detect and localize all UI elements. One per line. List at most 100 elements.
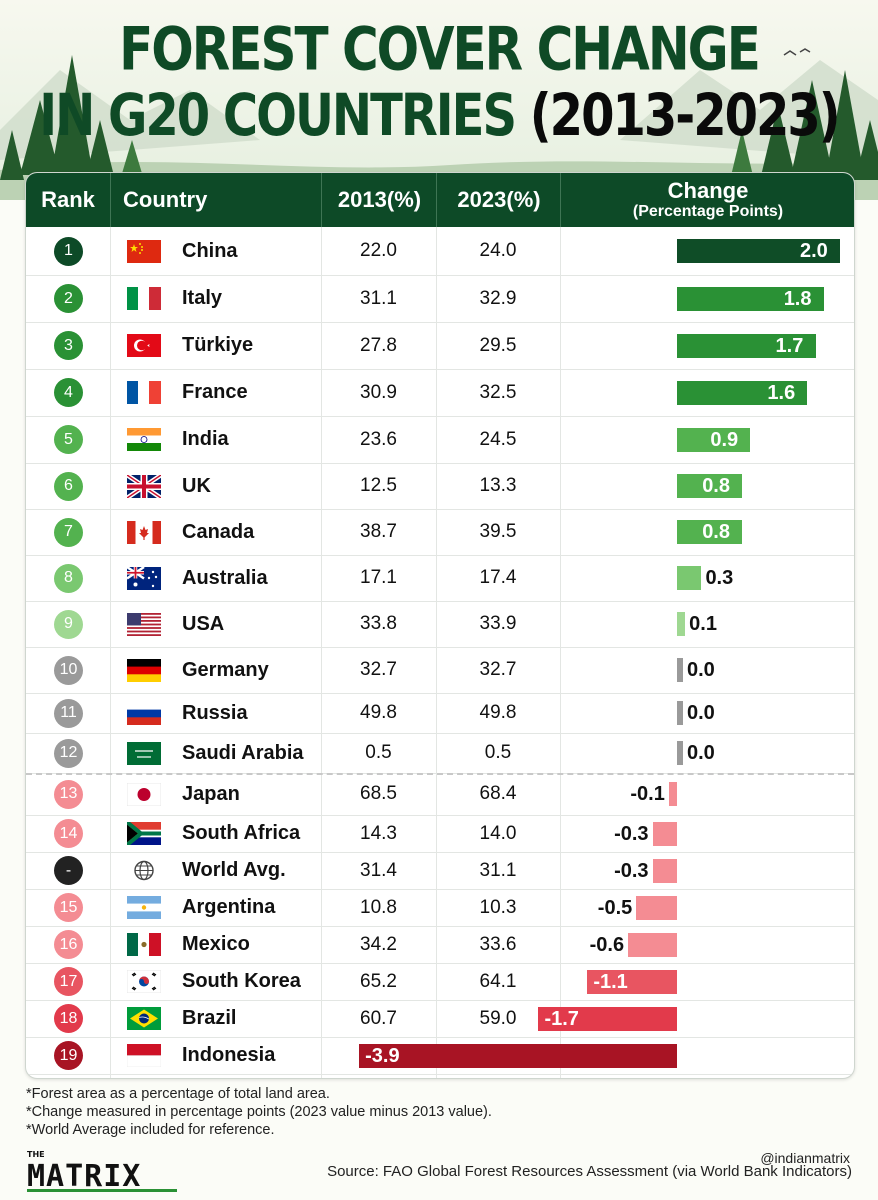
footnote-3: *World Average included for reference. xyxy=(26,1122,275,1138)
change-bar xyxy=(677,658,683,682)
rank-badge: 17 xyxy=(54,967,83,996)
rank-badge: 15 xyxy=(54,893,83,922)
change-label: -0.5 xyxy=(597,896,633,919)
china-flag-icon xyxy=(127,239,161,263)
change-label: 0.8 xyxy=(702,475,730,497)
country-name: Australia xyxy=(182,566,268,589)
australia-flag-icon xyxy=(127,566,161,590)
country-name: World Avg. xyxy=(182,859,286,881)
change-bar xyxy=(652,858,677,883)
rank-badge: 18 xyxy=(54,1004,83,1033)
value-2013: 10.8 xyxy=(360,896,397,918)
svg-text:MATRIX: MATRIX xyxy=(27,1159,141,1192)
country-name: China xyxy=(182,239,238,262)
rank-badge: 12 xyxy=(54,738,83,768)
rank-badge: 3 xyxy=(54,331,83,360)
source-note: Source: FAO Global Forest Resources Asse… xyxy=(327,1163,852,1180)
zero-change-divider xyxy=(26,773,854,775)
country-name: Saudi Arabia xyxy=(182,741,304,764)
value-2013: 27.8 xyxy=(360,334,397,356)
country-name: France xyxy=(182,381,248,403)
rank-badge: 2 xyxy=(54,284,83,313)
column-divider xyxy=(436,227,437,1078)
table-row: 11 Russia 49.8 49.8 0.0 xyxy=(26,693,854,734)
change-label: 0.0 xyxy=(687,742,715,764)
france-flag-icon xyxy=(127,381,161,404)
value-2023: 32.5 xyxy=(479,381,517,403)
change-bar xyxy=(677,520,743,544)
social-handle: @indianmatrix xyxy=(760,1150,850,1166)
rank-badge: 6 xyxy=(54,471,83,501)
change-bar xyxy=(677,333,816,358)
header-rank: Rank xyxy=(41,187,95,212)
change-label: 0.8 xyxy=(702,521,730,543)
value-2023: 32.7 xyxy=(479,659,517,680)
table-row: 19Indonesia51.647.7-3.9 xyxy=(26,1037,854,1075)
value-2013: 60.7 xyxy=(360,1007,397,1029)
footnote-2: *Change measured in percentage points (2… xyxy=(26,1104,492,1120)
table-row: 17 South Korea 65.2 64.1 -1.1 xyxy=(26,963,854,1001)
change-label: 0.9 xyxy=(710,428,739,451)
column-divider xyxy=(110,227,111,1078)
table-row: 4 France 30.9 32.5 1.6 xyxy=(26,369,854,417)
rank-badge: 9 xyxy=(54,609,83,639)
value-2023: 29.5 xyxy=(479,334,517,356)
value-2013: 49.8 xyxy=(360,702,397,723)
change-bar xyxy=(587,969,677,994)
country-name: South Africa xyxy=(182,822,301,844)
change-bar xyxy=(359,1043,677,1068)
value-2013: 38.7 xyxy=(360,521,397,542)
value-2013: 31.1 xyxy=(360,287,397,309)
country-name: India xyxy=(182,428,229,450)
table-row: 14 South Africa 14.3 14.0 -0.3 xyxy=(26,815,854,853)
table-row: 18 Brazil 60.7 59.0 -1.7 xyxy=(26,1000,854,1038)
country-name: UK xyxy=(182,474,211,497)
change-bar xyxy=(538,1006,677,1031)
value-2013: 31.4 xyxy=(360,859,397,881)
rank-badge: - xyxy=(54,856,83,885)
value-2013: 22.0 xyxy=(360,240,397,261)
table-row: - World Avg. 31.4 31.1 -0.3 xyxy=(26,852,854,890)
header-country: Country xyxy=(110,173,321,227)
change-label: 1.6 xyxy=(767,381,796,404)
change-bar xyxy=(677,427,751,452)
table-row: 16 Mexico 34.2 33.6 -0.6 xyxy=(26,926,854,964)
change-label: 0.1 xyxy=(689,613,717,635)
canada-flag-icon xyxy=(127,520,161,544)
value-2023: 17.4 xyxy=(479,567,517,588)
change-bar xyxy=(677,741,683,765)
value-2023: 64.1 xyxy=(479,970,517,992)
change-label: 0.0 xyxy=(687,659,715,681)
brazil-flag-icon xyxy=(127,1007,161,1030)
change-label: 1.8 xyxy=(783,287,812,310)
rank-badge: 14 xyxy=(54,819,83,848)
change-label: -0.6 xyxy=(589,933,625,956)
rank-badge: 13 xyxy=(54,779,83,809)
value-2023: 33.9 xyxy=(479,613,517,634)
rank-badge: 10 xyxy=(54,655,83,685)
header-2013: 2013(%) xyxy=(321,173,437,227)
country-name: South Korea xyxy=(182,970,301,992)
rank-badge: 7 xyxy=(54,517,83,547)
country-name: Russia xyxy=(182,701,248,724)
table-row: 5 India 23.6 24.5 0.9 xyxy=(26,416,854,464)
change-label: 0.3 xyxy=(705,567,734,589)
country-name: Brazil xyxy=(182,1007,237,1029)
table-row: 13 Japan 68.5 68.4 -0.1 xyxy=(26,773,854,816)
value-2013: 17.1 xyxy=(360,567,397,588)
value-2023: 10.3 xyxy=(479,896,517,918)
value-2023: 24.5 xyxy=(479,428,517,450)
title-years: (2013-2023) xyxy=(529,82,841,150)
japan-flag-icon xyxy=(127,782,161,806)
country-name: USA xyxy=(182,612,225,635)
value-2023: 24.0 xyxy=(479,240,517,261)
table-row: 1 China 22.0 24.0 2.0 xyxy=(26,227,854,276)
value-2023: 32.9 xyxy=(479,287,517,309)
column-divider xyxy=(321,227,322,1078)
change-label: -3.9 xyxy=(365,1044,400,1067)
column-divider xyxy=(560,227,561,1078)
uk-flag-icon xyxy=(127,474,161,498)
rank-badge: 4 xyxy=(54,378,83,407)
change-bar xyxy=(677,286,824,311)
saudi-flag-icon xyxy=(127,741,161,765)
